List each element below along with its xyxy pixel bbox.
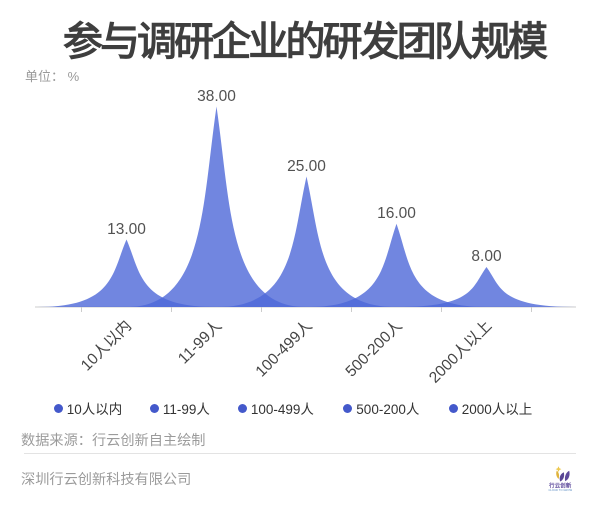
svg-text:行云创新: 行云创新	[548, 482, 572, 490]
svg-text:CLOUD TO GROW: CLOUD TO GROW	[548, 488, 572, 492]
